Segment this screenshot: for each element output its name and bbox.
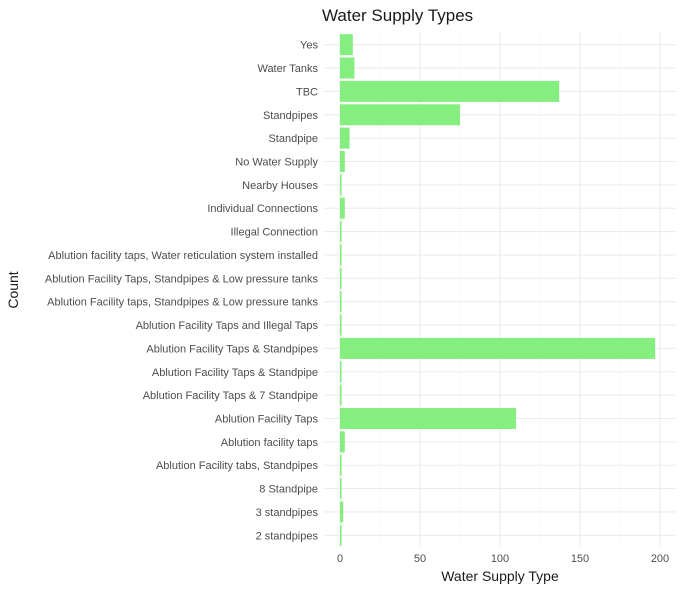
bar [340, 524, 342, 546]
y-tick-label: Ablution Facility taps, Standpipes & Low… [47, 297, 318, 309]
y-tick-label: Nearby Houses [242, 180, 318, 192]
x-tick-label: 50 [414, 553, 426, 565]
bar [340, 244, 342, 266]
bar [340, 267, 342, 289]
bar [340, 454, 342, 476]
bar [340, 104, 460, 126]
x-tick-label: 150 [571, 553, 589, 565]
y-tick-label: Ablution Facility Taps, Standpipes & Low… [45, 273, 319, 285]
y-tick-label: TBC [296, 86, 318, 98]
x-axis-title: Water Supply Type [441, 568, 559, 584]
y-tick-label: Ablution Facility Taps & Standpipe [152, 367, 318, 379]
y-tick-label: 3 standpipes [256, 507, 319, 519]
y-tick-label: Individual Connections [207, 203, 318, 215]
bar [340, 80, 560, 102]
bar [340, 34, 353, 56]
y-tick-label: Ablution Facility Taps and Illegal Taps [136, 320, 319, 332]
bar [340, 431, 345, 453]
bars [340, 34, 656, 546]
y-axis-title: Count [5, 271, 21, 308]
bar [340, 501, 344, 523]
y-tick-label: No Water Supply [235, 157, 318, 169]
x-tick-labels: 0 50 100 150 200 [337, 553, 669, 565]
bar [340, 57, 355, 79]
bar [340, 197, 345, 219]
x-tick-label: 0 [337, 553, 343, 565]
y-tick-label: Yes [300, 40, 318, 52]
y-tick-label: Ablution facility taps [221, 437, 319, 449]
y-tick-label: Ablution facility taps, Water reticulati… [48, 250, 318, 262]
chart-title: Water Supply Types [322, 6, 473, 25]
bar [340, 337, 656, 359]
bar [340, 221, 342, 243]
y-tick-label: Ablution Facility Taps & 7 Standpipe [143, 390, 318, 402]
bar [340, 478, 342, 500]
y-tick-label: Ablution Facility Taps [215, 414, 319, 426]
bar [340, 174, 342, 196]
bar [340, 407, 516, 430]
y-tick-label: 8 Standpipe [259, 484, 318, 496]
bar [340, 384, 342, 406]
bar [340, 314, 342, 336]
x-tick-label: 100 [491, 553, 509, 565]
y-tick-label: Standpipes [263, 110, 319, 122]
y-tick-labels: Yes Water Tanks TBC Standpipes Standpipe No W… [45, 40, 319, 543]
y-tick-label: Ablution Facility tabs, Standpipes [156, 460, 319, 472]
y-tick-label: Ablution Facility Taps & Standpipes [146, 343, 318, 355]
y-tick-label: Water Tanks [257, 63, 318, 75]
y-tick-label: Illegal Connection [231, 227, 318, 239]
y-tick-label: Standpipe [268, 133, 318, 145]
y-tick-label: 2 standpipes [256, 530, 319, 542]
bar [340, 127, 350, 149]
bar [340, 361, 342, 383]
x-tick-label: 200 [651, 553, 669, 565]
bar [340, 150, 345, 173]
bar [340, 291, 342, 313]
